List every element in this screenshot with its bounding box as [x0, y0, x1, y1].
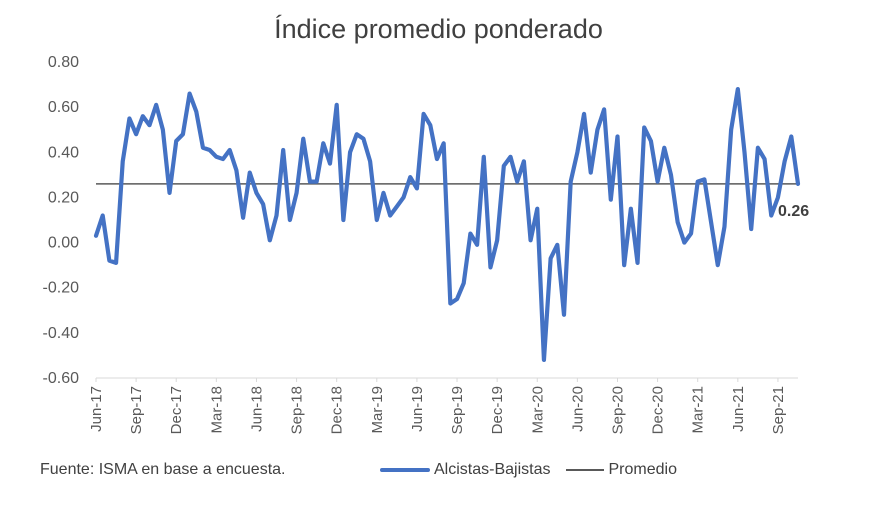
y-tick-label: 0.80: [48, 54, 79, 71]
y-tick-label: -0.60: [43, 370, 80, 387]
x-tick-label: Sep-19: [449, 386, 466, 434]
x-tick-label: Dec-17: [168, 386, 185, 434]
x-tick-label: Sep-17: [128, 386, 145, 434]
x-tick-label: Jun-18: [248, 386, 265, 432]
x-tick-label: Mar-21: [690, 386, 707, 434]
legend-item-alcistas-bajistas: Alcistas-Bajistas: [380, 461, 550, 479]
x-tick-label: Jun-17: [88, 386, 105, 432]
legend-item-promedio: Promedio: [566, 461, 677, 479]
x-tick-label: Dec-19: [489, 386, 506, 434]
y-tick-label: 0.20: [48, 189, 79, 206]
y-tick-label: 0.60: [48, 99, 79, 116]
x-tick-label: Jun-19: [409, 386, 426, 432]
x-tick-label: Jun-20: [569, 386, 586, 432]
x-tick-label: Sep-18: [289, 386, 306, 434]
x-tick-label: Dec-18: [329, 386, 346, 434]
x-tick-label: Mar-20: [529, 386, 546, 434]
x-tick-label: Jun-21: [730, 386, 747, 432]
chart-title: Índice promedio ponderado: [274, 14, 603, 44]
legend-swatch-alcistas-bajistas: [380, 468, 430, 472]
legend-swatch-promedio: [566, 469, 605, 471]
legend-label-promedio: Promedio: [608, 461, 677, 478]
x-tick-label: Mar-19: [369, 386, 386, 434]
series-line-alcistas-bajistas: [93, 86, 801, 363]
x-tick-label: Sep-21: [770, 386, 787, 434]
source-note: Fuente: ISMA en base a encuesta.: [40, 461, 286, 478]
x-tick-label: Sep-20: [609, 386, 626, 434]
y-tick-label: -0.40: [43, 325, 80, 342]
y-tick-label: -0.20: [43, 280, 80, 297]
x-tick-label: Mar-18: [208, 386, 225, 434]
legend-label-alcistas-bajistas: Alcistas-Bajistas: [434, 461, 551, 478]
legend: Alcistas-Bajistas Promedio: [380, 461, 693, 479]
x-tick-label: Dec-20: [650, 386, 667, 434]
y-tick-label: 0.40: [48, 144, 79, 161]
last-value-label: 0.26: [778, 203, 809, 220]
y-tick-label: 0.00: [48, 235, 79, 252]
